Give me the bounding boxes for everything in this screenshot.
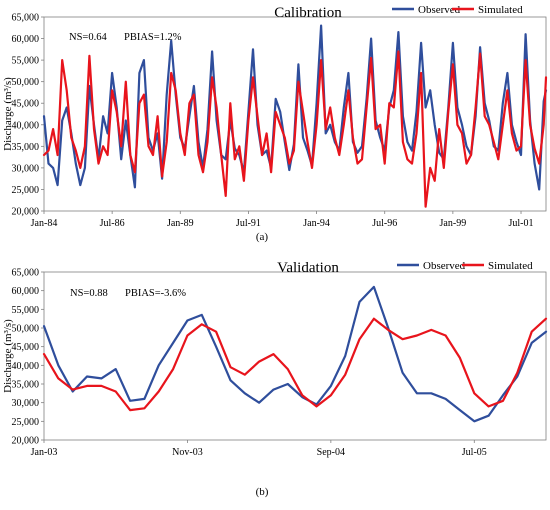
panel-validation-x-tick-label: Jul-05 — [462, 447, 487, 458]
panel-calibration-y-axis-title: Discharge (m³/s) — [2, 77, 14, 151]
panel-calibration-y-tick-label: 25,000 — [12, 185, 40, 196]
panel-calibration-x-tick-label: Jan-94 — [303, 218, 330, 229]
panel-validation-y-tick-label: 65,000 — [12, 268, 40, 279]
panel-validation-y-axis-title: Discharge (m³/s) — [2, 319, 14, 393]
panel-calibration-panel-label: (a) — [256, 231, 269, 243]
panel-calibration-series-simulated-line — [42, 50, 548, 208]
panel-validation-y-tick-label: 50,000 — [12, 324, 40, 335]
panel-validation-y-tick-label: 20,000 — [12, 436, 40, 447]
panel-calibration-y-tick-label: 40,000 — [12, 120, 40, 131]
panel-calibration-x-tick-label: Jan-84 — [31, 218, 58, 229]
panel-calibration-series-observed-line — [42, 24, 548, 191]
panel-validation-y-tick-label: 45,000 — [12, 342, 40, 353]
panel-validation-y-tick-label: 55,000 — [12, 305, 40, 316]
panel-calibration-y-tick-label: 35,000 — [12, 142, 40, 153]
panel-calibration-y-tick-label: 55,000 — [12, 56, 40, 67]
panel-validation-y-tick-label: 60,000 — [12, 286, 40, 297]
panel-calibration-x-tick-label: Jul-01 — [509, 218, 534, 229]
panel-validation-stat-ns: NS=0.88 — [70, 288, 108, 299]
panel-calibration-y-tick-label: 20,000 — [12, 207, 40, 218]
panel-calibration-x-tick-label: Jul-96 — [372, 218, 397, 229]
panel-validation-plot-frame — [43, 271, 547, 441]
panel-validation-legend-label-simulated: Simulated — [488, 260, 533, 272]
panel-calibration-legend-label-observed: Observed — [418, 4, 461, 16]
panel-calibration-chart-title: Calibration — [274, 5, 342, 21]
panel-validation-series-simulated-line — [42, 317, 548, 412]
panel-validation-panel-label: (b) — [256, 486, 269, 498]
panel-calibration-y-tick-label: 50,000 — [12, 77, 40, 88]
panel-calibration-x-tick-label: Jul-91 — [236, 218, 261, 229]
panel-validation-x-tick-label: Nov-03 — [172, 447, 203, 458]
panel-validation-series-observed-line — [42, 285, 548, 423]
panel-validation-x-tick-label: Sep-04 — [317, 447, 345, 458]
panel-validation-x-tick-label: Jan-03 — [31, 447, 58, 458]
panel-calibration-y-tick-label: 60,000 — [12, 34, 40, 45]
panel-calibration-plot-frame — [43, 16, 547, 212]
panel-validation-y-tick-label: 25,000 — [12, 417, 40, 428]
panel-validation-y-tick-label: 30,000 — [12, 398, 40, 409]
panel-validation-chart-title: Validation — [277, 260, 339, 276]
panel-calibration-y-tick-label: 65,000 — [12, 13, 40, 24]
panel-validation-y-tick-label: 35,000 — [12, 380, 40, 391]
panel-calibration-y-tick-label: 30,000 — [12, 163, 40, 174]
panel-calibration-y-tick-label: 45,000 — [12, 99, 40, 110]
panel-calibration-x-tick-label: Jan-99 — [440, 218, 467, 229]
panel-validation-y-tick-label: 40,000 — [12, 361, 40, 372]
panel-calibration-x-tick-label: Jan-89 — [167, 218, 194, 229]
panel-calibration-stat-ns: NS=0.64 — [69, 32, 107, 43]
panel-calibration-stat-pbias: PBIAS=1.2% — [124, 32, 182, 43]
panel-validation-stat-pbias: PBIAS=-3.6% — [125, 288, 186, 299]
panel-calibration-x-tick-label: Jul-86 — [100, 218, 125, 229]
panel-validation-legend-label-observed: Observed — [423, 260, 466, 272]
panel-calibration-legend-label-simulated: Simulated — [478, 4, 523, 16]
